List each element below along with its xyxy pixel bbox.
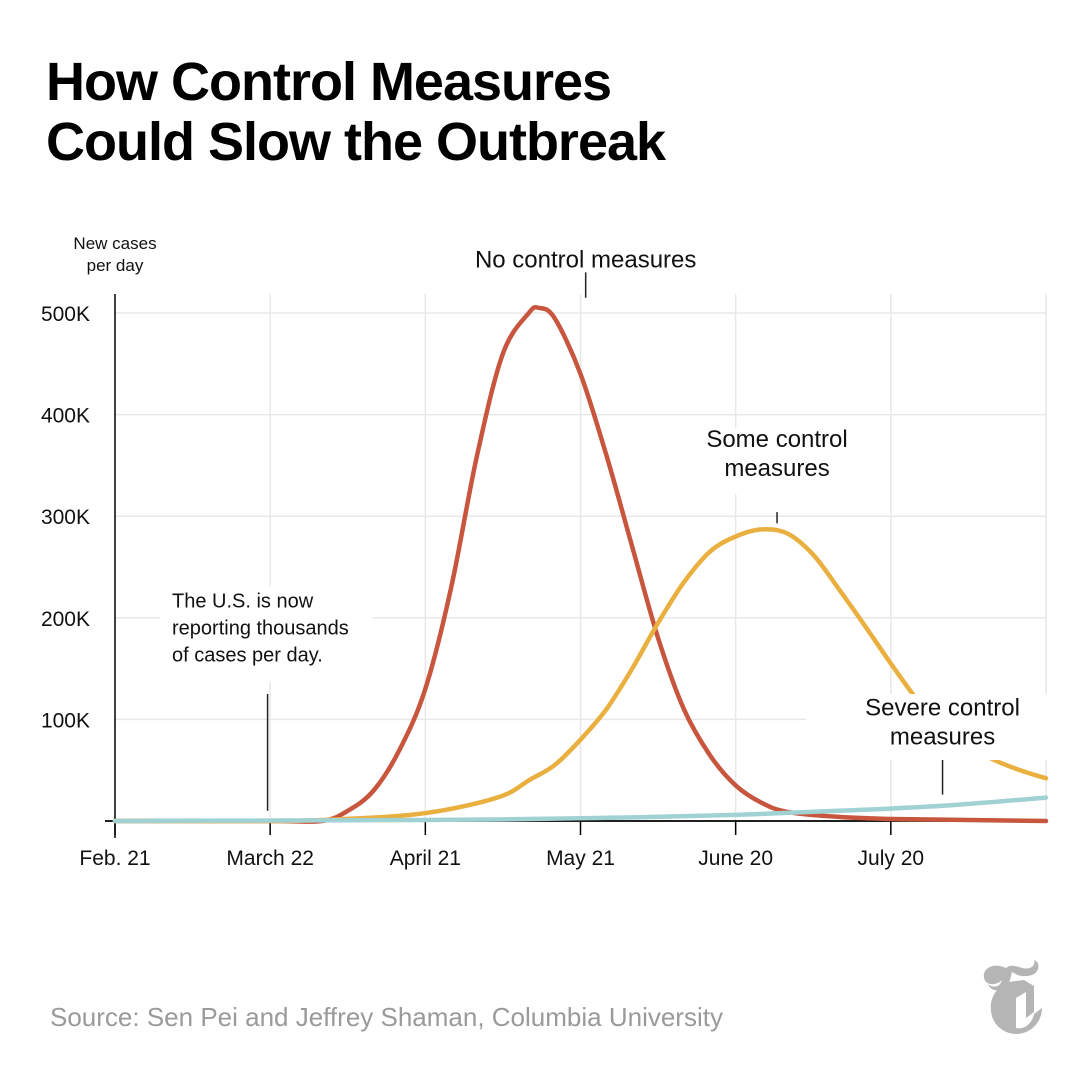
series-line	[112, 795, 1049, 824]
y-tick-label: 500K	[41, 303, 90, 326]
annotation-text-line: The U.S. is now	[172, 591, 314, 613]
series-line	[112, 304, 1049, 824]
series-label: No control measures	[475, 246, 696, 273]
x-tick-label: May 21	[546, 847, 615, 870]
annotation-text-line: reporting thousands	[172, 618, 349, 640]
series-label-line: No control measures	[475, 246, 696, 273]
nyt-t-logo-icon	[983, 960, 1042, 1035]
x-tick-label: July 20	[858, 847, 925, 870]
series-label-mask	[696, 428, 866, 494]
annotation-text-line: of cases per day.	[172, 645, 323, 667]
outbreak-line-chart: 100K 200K 300K 400K 500K Feb. 21 March 22 April…	[41, 234, 1049, 870]
series-label-mask	[806, 694, 1048, 760]
y-axis-title: New cases per day	[73, 234, 156, 275]
y-axis-title-line: per day	[87, 256, 144, 275]
y-tick-label: 400K	[41, 405, 90, 428]
x-tick-label: June 20	[698, 847, 773, 870]
chart-title-line-2: Could Slow the Outbreak	[46, 112, 666, 172]
x-tick-label: April 21	[390, 847, 461, 870]
x-tick-label: March 22	[226, 847, 314, 870]
series-label-line: Some control	[706, 426, 847, 453]
y-tick-label: 300K	[41, 506, 90, 529]
series-label-line: measures	[890, 723, 995, 750]
y-tick-label: 100K	[41, 709, 90, 732]
source-note: Source: Sen Pei and Jeffrey Shaman, Colu…	[50, 1002, 723, 1032]
annotation-text: The U.S. is now reporting thousands of cas…	[172, 591, 349, 667]
chart-title: How Control Measures Could Slow the Outb…	[46, 52, 666, 172]
y-axis-title-line: New cases	[73, 234, 156, 253]
series-label: Some control measures	[706, 426, 847, 482]
chart-title-line-1: How Control Measures	[46, 52, 612, 112]
series-label: Severe control measures	[865, 694, 1020, 750]
y-tick-label: 200K	[41, 608, 90, 631]
series-label-line: measures	[724, 455, 829, 482]
annotation-mask	[160, 586, 372, 682]
series-label-line: Severe control	[865, 694, 1020, 721]
x-tick-label: Feb. 21	[79, 847, 150, 870]
